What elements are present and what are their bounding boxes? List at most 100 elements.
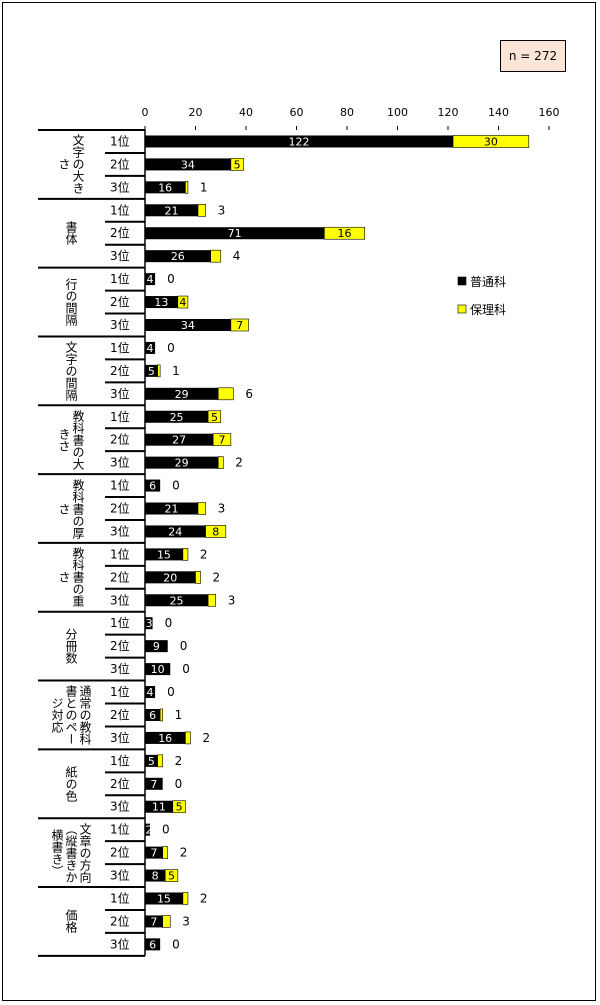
rank-label: 2位: [110, 845, 130, 860]
bar-普通科: [145, 938, 161, 951]
rank-label: 1位: [110, 753, 130, 768]
group-label: 分冊数: [64, 628, 78, 665]
data-label: 27: [172, 434, 186, 447]
group-label-box: 紙の色: [38, 750, 104, 817]
bar-保理科: [207, 593, 216, 607]
bar-保理科: [323, 226, 365, 240]
bar-保理科: [217, 387, 234, 401]
data-label: 3: [218, 203, 226, 217]
data-label: 13: [154, 296, 168, 309]
x-tick-label: 0: [142, 106, 149, 119]
data-label: 2: [175, 754, 183, 768]
rank-label: 3位: [110, 868, 130, 883]
rank-label: 1位: [110, 478, 130, 493]
rank-label: 1位: [110, 409, 130, 424]
x-tick-label: 160: [539, 106, 560, 119]
data-label: 11: [152, 801, 166, 814]
data-label: 0: [182, 662, 190, 676]
bar-普通科: [145, 686, 156, 699]
rank-label: 2位: [110, 156, 130, 171]
data-label: 10: [151, 663, 165, 676]
bar-保理科: [177, 295, 189, 309]
bar-普通科: [145, 594, 209, 607]
group-label: 文字の大きさ: [57, 134, 85, 195]
data-label: 29: [175, 388, 189, 401]
rank-label: 1位: [110, 822, 130, 837]
rank-label: 1位: [110, 271, 130, 286]
bar-保理科: [195, 571, 201, 584]
bar-保理科: [452, 135, 530, 148]
x-tick-label: 80: [340, 106, 354, 119]
rank-label: 3位: [110, 592, 130, 607]
bar-普通科: [145, 410, 209, 423]
data-label: 0: [172, 937, 180, 951]
x-tick-label: 20: [189, 106, 203, 119]
bar-普通科: [145, 341, 156, 354]
bar-保理科: [230, 318, 249, 332]
data-label: 5: [176, 801, 183, 814]
rank-label: 3位: [110, 455, 130, 470]
rank-label: 3位: [110, 936, 130, 951]
data-label: 2: [235, 456, 243, 470]
group-label-box: 文章の方向（縦書きか横書き）: [38, 819, 104, 886]
group-label-box: 教科書の重さ: [38, 544, 104, 611]
group-label-box: 価格: [38, 888, 104, 955]
group-label: 書体: [64, 221, 78, 246]
bar-普通科: [145, 708, 161, 721]
rank-label: 2位: [110, 294, 130, 309]
sample-size-box: n = 272: [500, 40, 566, 72]
data-label: 122: [289, 135, 310, 148]
rank-label: 1位: [110, 890, 130, 905]
data-label: 25: [170, 594, 184, 607]
rank-label: 2位: [110, 569, 130, 584]
bar-普通科: [145, 135, 454, 148]
data-label: 4: [147, 273, 154, 286]
bar-普通科: [145, 846, 163, 859]
bar-普通科: [145, 663, 171, 676]
bar-保理科: [157, 754, 163, 768]
data-label: 7: [150, 915, 157, 928]
rank-label: 2位: [110, 432, 130, 447]
data-label: 2: [180, 846, 188, 860]
data-label: 3: [182, 914, 190, 928]
data-label: 2: [200, 547, 208, 561]
data-label: 21: [165, 503, 179, 516]
data-label: 4: [179, 296, 186, 309]
rank-label: 1位: [110, 546, 130, 561]
data-label: 5: [168, 870, 175, 883]
data-label: 21: [165, 204, 179, 217]
bar-普通科: [145, 158, 231, 171]
rank-label: 3位: [110, 386, 130, 401]
bar-普通科: [145, 754, 158, 767]
data-label: 4: [147, 686, 154, 699]
data-label: 0: [172, 479, 180, 493]
bar-普通科: [145, 777, 163, 790]
data-label: 7: [236, 319, 243, 332]
data-label: 5: [234, 158, 241, 171]
bar-保理科: [182, 548, 189, 561]
bar-保理科: [207, 410, 222, 424]
group-label-box: 教科書の大きさ: [38, 406, 104, 473]
data-label: 0: [165, 616, 173, 630]
data-label: 0: [180, 639, 188, 653]
bar-普通科: [145, 869, 166, 882]
bar-普通科: [145, 571, 196, 584]
data-label: 20: [163, 571, 177, 584]
data-label: 6: [149, 480, 156, 493]
bar-普通科: [145, 433, 214, 446]
data-label: 26: [171, 250, 185, 263]
rank-label: 2位: [110, 707, 130, 722]
data-label: 16: [158, 732, 172, 745]
data-label: 7: [219, 434, 226, 447]
data-label: 4: [233, 249, 241, 263]
data-label: 34: [181, 319, 195, 332]
data-label: 0: [167, 272, 175, 286]
group-label-box: 分冊数: [38, 613, 104, 680]
bar-保理科: [230, 158, 244, 171]
data-label: 25: [170, 411, 184, 424]
data-label: 2: [213, 570, 221, 584]
data-label: 8: [152, 870, 159, 883]
bar-保理科: [210, 249, 222, 263]
